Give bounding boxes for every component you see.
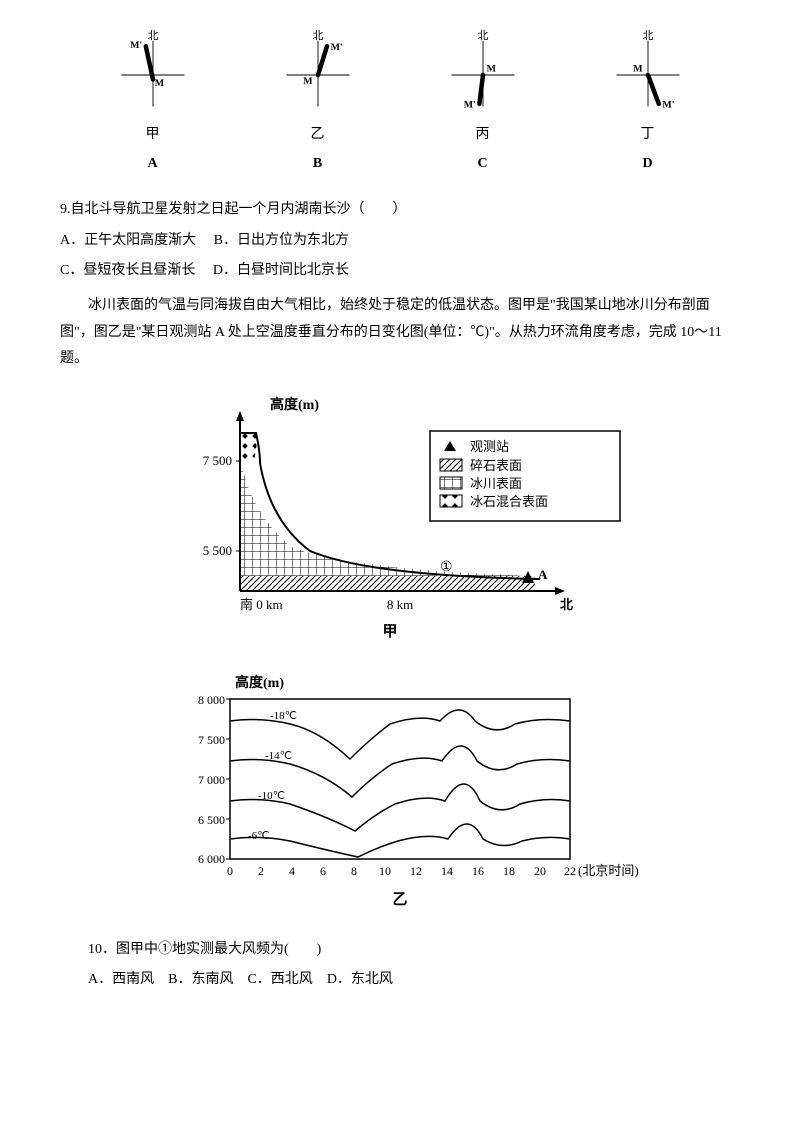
chart-yi-container: 高度(m) 8 000 7 500 7 000 6 500 6 000 0 2 …	[60, 669, 740, 919]
iso-18: -18℃	[270, 710, 297, 722]
svg-text:0: 0	[227, 864, 233, 878]
chart-jia-svg: 高度(m) 7 500 5 500 南 0 km 8 km 北 ① A 观测站 …	[140, 391, 660, 651]
compass-b-svg: 北 M M'	[268, 30, 368, 120]
compass-d: 北 M M' 丁 D	[598, 30, 698, 177]
svg-text:6: 6	[320, 864, 326, 878]
legend-2: 冰川表面	[470, 476, 522, 491]
compass-b-option: B	[313, 151, 322, 178]
jia-marker-A: A	[538, 567, 548, 582]
compass-a-option: A	[147, 151, 157, 178]
mprime-label: M'	[662, 99, 674, 110]
yi-title: 乙	[392, 892, 407, 908]
mprime-label: M'	[330, 42, 342, 53]
chart-yi-svg: 高度(m) 8 000 7 500 7 000 6 500 6 000 0 2 …	[140, 669, 660, 919]
m-label: M	[303, 76, 313, 87]
compass-c: 北 M M' 丙 C	[433, 30, 533, 177]
q10-opt-b: B．东南风	[168, 972, 233, 987]
q9-opt-d: D．白昼时间比北京长	[213, 263, 349, 278]
q10-options: A．西南风 B．东南风 C．西北风 D．东北风	[60, 967, 740, 994]
legend-3: 冰石混合表面	[470, 494, 548, 509]
north-label: 北	[312, 30, 323, 42]
svg-text:2: 2	[258, 864, 264, 878]
yi-isotherms	[230, 710, 570, 857]
north-label: 北	[477, 30, 488, 42]
svg-text:20: 20	[534, 864, 546, 878]
q9-opt-c: C．昼短夜长且昼渐长	[60, 263, 195, 278]
compass-d-option: D	[642, 151, 652, 178]
jia-marker-circle: ①	[440, 560, 453, 575]
svg-text:12: 12	[410, 864, 422, 878]
m-label: M	[486, 63, 496, 74]
jia-title: 甲	[382, 623, 397, 640]
jia-x-mid: 8 km	[387, 597, 413, 612]
svg-text:7 500: 7 500	[198, 733, 225, 747]
compass-a: 北 M M' 甲 A	[103, 30, 203, 177]
q10-opt-a: A．西南风	[88, 972, 154, 987]
iso-14: -14℃	[265, 750, 292, 762]
q9-opt-b: B．日出方位为东北方	[214, 233, 349, 248]
legend-triangle-icon	[444, 441, 456, 451]
compass-d-svg: 北 M M'	[598, 30, 698, 120]
yi-xaxis-label: (北京时间)	[578, 863, 639, 878]
north-label: 北	[642, 30, 653, 42]
compass-diagrams-row: 北 M M' 甲 A 北 M M' 乙 B 北 M M' 丙	[60, 30, 740, 177]
svg-text:14: 14	[441, 864, 453, 878]
svg-text:18: 18	[503, 864, 515, 878]
compass-a-bottom: 甲	[146, 122, 160, 149]
compass-c-option: C	[477, 151, 487, 178]
mprime-label: M'	[463, 99, 475, 110]
svg-text:7 000: 7 000	[198, 773, 225, 787]
compass-d-bottom: 丁	[641, 122, 655, 149]
q10-opt-c: C．西北风	[247, 972, 312, 987]
jia-ytick-7500: 7 500	[203, 453, 232, 468]
q9-opt-a: A．正午太阳高度渐大	[60, 233, 196, 248]
m-label: M	[154, 78, 164, 89]
jia-x-end: 北	[560, 597, 573, 612]
svg-text:8: 8	[351, 864, 357, 878]
legend-1: 碎石表面	[470, 458, 522, 473]
compass-c-svg: 北 M M'	[433, 30, 533, 120]
chart-jia-container: 高度(m) 7 500 5 500 南 0 km 8 km 北 ① A 观测站 …	[60, 391, 740, 651]
svg-text:22: 22	[564, 864, 576, 878]
svg-text:4: 4	[289, 864, 295, 878]
q9-options-cd: C．昼短夜长且昼渐长 D．白昼时间比北京长	[60, 258, 740, 285]
q10-opt-d: D．东北风	[327, 972, 393, 987]
compass-a-svg: 北 M M'	[103, 30, 203, 120]
mprime-label: M'	[130, 40, 142, 51]
svg-text:6 000: 6 000	[198, 852, 225, 866]
yi-ylabel: 高度(m)	[235, 674, 284, 691]
passage-1: 冰川表面的气温与同海拔自由大气相比，始终处于稳定的低温状态。图甲是"我国某山地冰…	[60, 293, 740, 373]
q9-options-ab: A．正午太阳高度渐大 B．日出方位为东北方	[60, 228, 740, 255]
jia-ylabel: 高度(m)	[270, 396, 319, 413]
compass-c-bottom: 丙	[476, 122, 490, 149]
svg-text:8 000: 8 000	[198, 693, 225, 707]
iso-10: -10℃	[258, 790, 285, 802]
jia-ytick-5500: 5 500	[203, 543, 232, 558]
legend-0: 观测站	[470, 439, 509, 454]
yi-yticks: 8 000 7 500 7 000 6 500 6 000	[198, 693, 230, 866]
svg-text:6 500: 6 500	[198, 813, 225, 827]
north-label: 北	[147, 30, 158, 42]
svg-text:10: 10	[379, 864, 391, 878]
compass-b: 北 M M' 乙 B	[268, 30, 368, 177]
q10-stem: 10．图甲中①地实测最大风频为( )	[60, 937, 740, 964]
iso-6: -6℃	[248, 830, 270, 842]
m-label: M	[633, 63, 643, 74]
yi-xticks: 0 2 4 6 8 10 12 14 16 18 20 22	[227, 864, 576, 878]
jia-x-start: 南 0 km	[240, 597, 283, 612]
q9-stem: 9.自北斗导航卫星发射之日起一个月内湖南长沙（ ）	[60, 197, 740, 224]
compass-b-bottom: 乙	[311, 122, 325, 149]
svg-text:16: 16	[472, 864, 484, 878]
